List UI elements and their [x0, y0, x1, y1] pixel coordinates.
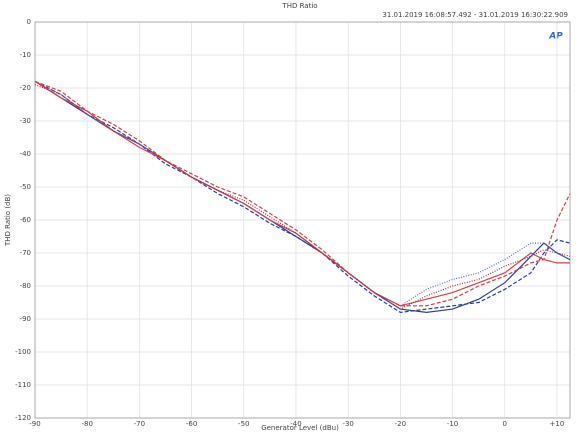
x-tick-label: -50 [238, 420, 249, 428]
y-tick-label: -20 [20, 84, 31, 92]
series-line [34, 80, 571, 307]
y-tick-label: -30 [20, 117, 31, 125]
y-tick-label: -10 [20, 51, 31, 59]
y-tick-label: -100 [15, 348, 31, 356]
x-tick-label: 0 [503, 420, 507, 428]
logo: AP [548, 32, 563, 42]
series-line [34, 80, 571, 314]
x-tick-label: -40 [290, 420, 301, 428]
x-tick-label: -60 [186, 420, 197, 428]
y-tick-label: -60 [20, 216, 31, 224]
x-tick-label: +10 [550, 420, 565, 428]
series-line [34, 84, 571, 310]
y-tick-label: 0 [27, 18, 31, 26]
y-tick-label: -120 [15, 414, 31, 422]
x-tick-label: -30 [342, 420, 353, 428]
x-axis-label: Generator Level (dBu) [261, 424, 339, 432]
y-tick-label: -50 [20, 183, 31, 191]
subtitle: 31.01.2019 16:08:57.492 - 31.01.2019 16:… [382, 11, 568, 19]
plot-frame [34, 21, 571, 419]
series-line [34, 80, 570, 307]
y-tick-label: -90 [20, 315, 31, 323]
x-tick-label: -70 [134, 420, 145, 428]
y-tick-label: -110 [15, 381, 31, 389]
chart-title: THD Ratio [281, 2, 317, 10]
x-tick-label: -80 [81, 420, 92, 428]
y-tick-label: -70 [20, 249, 31, 257]
y-tick-label: -40 [20, 150, 31, 158]
x-tick-label: -20 [395, 420, 406, 428]
x-tick-label: -90 [29, 420, 40, 428]
y-axis-label: THD Ratio (dB) [4, 194, 12, 247]
x-tick-label: -10 [447, 420, 458, 428]
y-tick-label: -80 [20, 282, 31, 290]
